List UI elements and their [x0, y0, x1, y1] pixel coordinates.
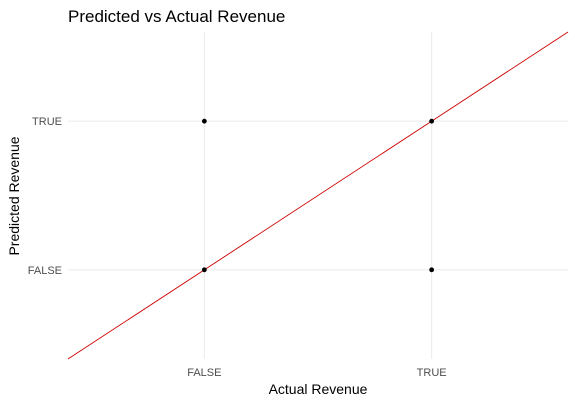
grid	[68, 32, 568, 359]
x-tick-label: FALSE	[187, 367, 221, 379]
reference-line-layer	[67, 31, 569, 360]
reference-line	[67, 31, 569, 360]
y-axis-title: Predicted Revenue	[6, 136, 22, 255]
data-point	[429, 118, 435, 124]
x-ticks: FALSE TRUE	[187, 367, 446, 379]
chart-title: Predicted vs Actual Revenue	[68, 7, 285, 26]
data-point	[201, 118, 207, 124]
y-ticks: FALSE TRUE	[28, 116, 62, 277]
data-point	[201, 267, 207, 273]
y-tick-label: FALSE	[28, 265, 62, 277]
data-point	[429, 267, 435, 273]
x-tick-label: TRUE	[417, 367, 447, 379]
x-axis-title: Actual Revenue	[269, 381, 368, 397]
y-tick-label: TRUE	[32, 116, 62, 128]
points-layer	[201, 118, 435, 273]
